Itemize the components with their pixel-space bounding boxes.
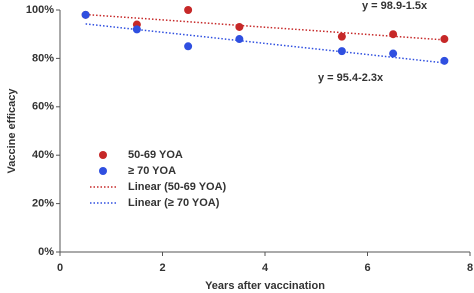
y-tick-label: 0%: [38, 246, 54, 258]
point: [184, 42, 193, 51]
point: [440, 35, 449, 44]
point: [235, 35, 244, 44]
legend-label: ≥ 70 YOA: [128, 165, 176, 177]
legend-label: 50-69 YOA: [128, 149, 183, 161]
x-tick-label: 6: [364, 262, 370, 274]
x-tick-label: 8: [467, 262, 473, 274]
y-tick-label: 80%: [32, 52, 54, 64]
y-axis-label: Vaccine efficacy: [6, 88, 18, 174]
point: [337, 32, 346, 41]
legend-marker: [99, 151, 107, 159]
point: [132, 25, 141, 34]
point: [389, 30, 398, 39]
y-tick-label: 40%: [32, 149, 54, 161]
legend-label: Linear (50-69 YOA): [128, 181, 227, 193]
y-tick-label: 20%: [32, 198, 54, 210]
trend-equation: y = 95.4-2.3x: [318, 72, 384, 84]
x-axis-label: Years after vaccination: [205, 280, 325, 292]
legend-label: Linear (≥ 70 YOA): [128, 197, 220, 209]
point: [337, 47, 346, 56]
point: [389, 49, 398, 58]
legend-marker: [99, 167, 107, 175]
point: [81, 10, 90, 19]
point: [184, 6, 193, 14]
y-tick-label: 100%: [26, 4, 54, 16]
x-tick-label: 0: [57, 262, 63, 274]
x-tick-label: 4: [262, 262, 269, 274]
y-tick-label: 60%: [32, 101, 54, 113]
trend-equation: y = 98.9-1.5x: [362, 0, 428, 12]
trendline: [85, 23, 445, 64]
point: [235, 22, 244, 31]
trendline: [85, 13, 445, 41]
point: [440, 56, 449, 65]
x-tick-label: 2: [159, 262, 165, 274]
